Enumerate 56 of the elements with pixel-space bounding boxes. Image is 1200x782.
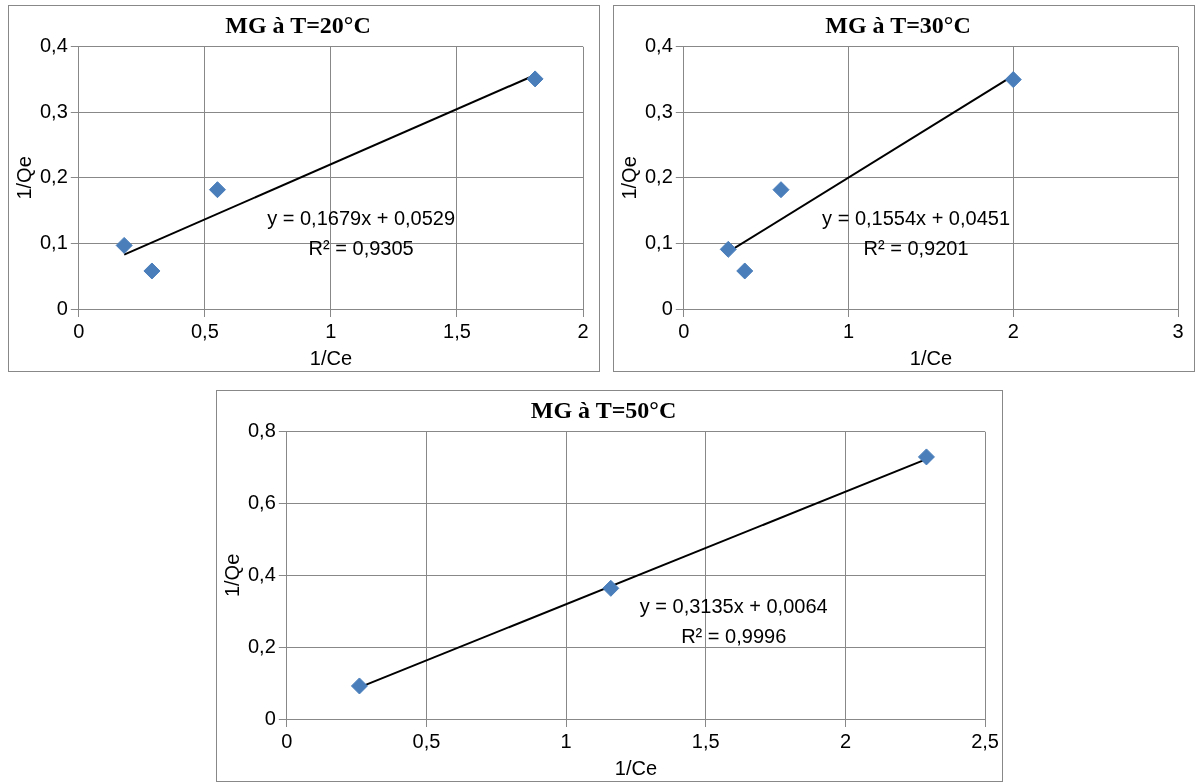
x-tick-label: 0 bbox=[281, 729, 293, 752]
x-axis-title: 1/Ce bbox=[614, 756, 658, 779]
y-tick-label: 0,1 bbox=[644, 230, 673, 253]
x-tick-label: 1,5 bbox=[443, 319, 471, 342]
chart-title: MG à T=20°C bbox=[225, 11, 371, 38]
y-tick-label: 0,3 bbox=[644, 99, 673, 122]
y-tick-label: 0,4 bbox=[39, 34, 68, 57]
point bbox=[208, 181, 226, 199]
point bbox=[917, 448, 935, 466]
point bbox=[1004, 71, 1022, 89]
x-tick-label: 0 bbox=[73, 319, 85, 342]
annotation: y = 0,1554x + 0,0451 bbox=[822, 207, 1011, 230]
point bbox=[143, 262, 161, 280]
annotation: y = 0,1679x + 0,0529 bbox=[267, 207, 456, 230]
y-tick-label: 0 bbox=[56, 296, 68, 319]
y-tick-label: 0,3 bbox=[39, 99, 68, 122]
x-tick-label: 1 bbox=[560, 729, 572, 752]
x-tick-label: 0,5 bbox=[412, 729, 441, 752]
chart-title: MG à T=50°C bbox=[530, 396, 677, 423]
y-axis-title: 1/Qe bbox=[12, 156, 35, 200]
point bbox=[115, 236, 133, 254]
y-tick-label: 0,4 bbox=[247, 562, 276, 585]
annotation: R² = 0,9305 bbox=[308, 237, 414, 260]
x-tick-label: 0 bbox=[678, 319, 690, 342]
y-tick-label: 0,2 bbox=[644, 165, 673, 188]
x-tick-label: 1 bbox=[842, 319, 855, 342]
annotation: y = 0,3135x + 0,0064 bbox=[639, 594, 828, 617]
annotation: R² = 0,9201 bbox=[863, 237, 969, 260]
x-tick-label: 1,5 bbox=[691, 729, 720, 752]
y-tick-label: 0 bbox=[264, 706, 276, 729]
point bbox=[719, 240, 737, 258]
x-tick-label: 2,5 bbox=[971, 729, 999, 752]
point bbox=[772, 181, 790, 199]
point bbox=[526, 70, 544, 88]
point bbox=[602, 579, 620, 597]
x-axis-title: 1/Ce bbox=[909, 346, 953, 369]
y-tick-label: 0,8 bbox=[247, 419, 276, 442]
x-tick-label: 3 bbox=[1172, 319, 1184, 342]
y-tick-label: 0 bbox=[661, 296, 673, 319]
y-tick-label: 0,6 bbox=[247, 491, 276, 514]
x-tick-label: 0,5 bbox=[190, 319, 219, 342]
x-axis-title: 1/Ce bbox=[309, 346, 353, 369]
point bbox=[350, 677, 368, 695]
chart-title: MG à T=30°C bbox=[825, 11, 971, 38]
x-tick-label: 2 bbox=[1007, 319, 1019, 342]
y-axis-title: 1/Qe bbox=[617, 156, 640, 200]
point bbox=[736, 262, 754, 280]
y-tick-label: 0,1 bbox=[39, 230, 68, 253]
y-tick-label: 0,4 bbox=[644, 34, 673, 57]
x-tick-label: 1 bbox=[325, 319, 337, 342]
x-tick-label: 2 bbox=[839, 729, 851, 752]
y-tick-label: 0,2 bbox=[247, 634, 276, 657]
x-tick-label: 2 bbox=[577, 319, 589, 342]
y-axis-title: 1/Qe bbox=[220, 553, 243, 598]
y-tick-label: 0,2 bbox=[39, 165, 68, 188]
annotation: R² = 0,9996 bbox=[681, 624, 787, 647]
